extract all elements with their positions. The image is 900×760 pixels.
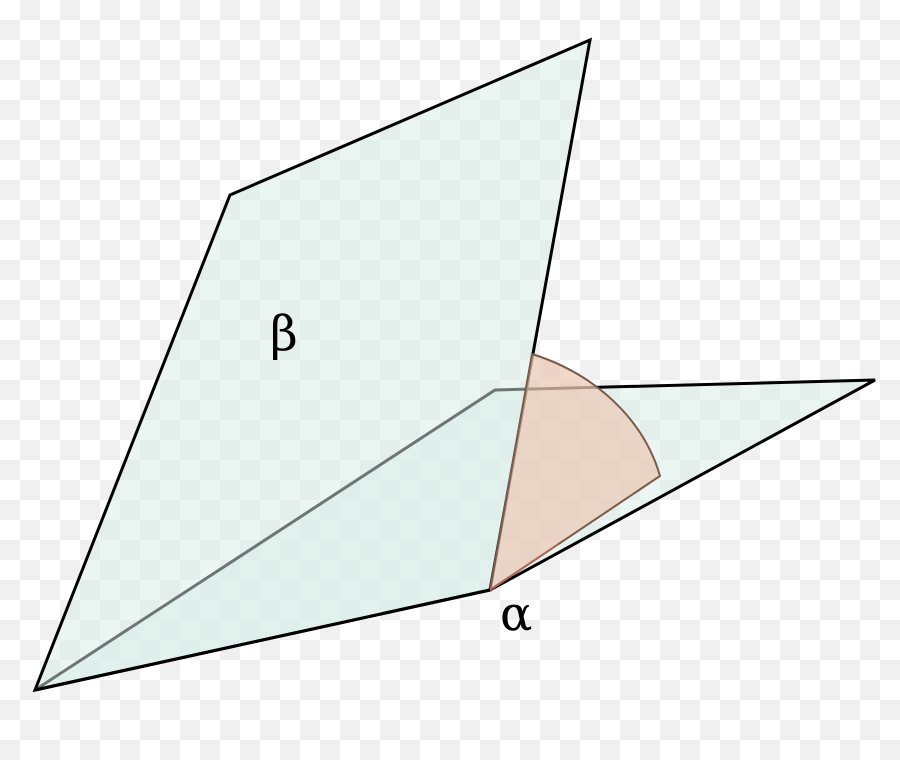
label-beta: β xyxy=(270,306,298,362)
label-alpha: α xyxy=(500,586,532,642)
diagram-svg: β α xyxy=(0,0,900,760)
